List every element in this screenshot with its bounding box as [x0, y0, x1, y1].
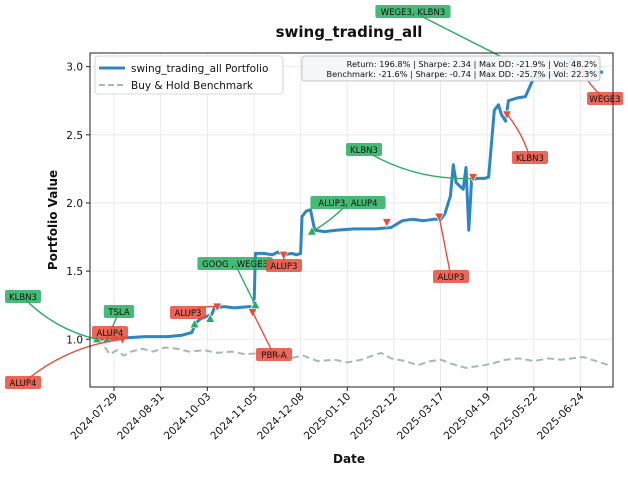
x-tick-label: 2024-12-08 — [255, 391, 307, 443]
y-tick-label: 1.5 — [66, 266, 83, 278]
annotation-label: WEGE3, KLBN3 — [381, 8, 445, 18]
x-tick-label: 2024-07-29 — [69, 391, 121, 443]
y-tick-label: 2.5 — [66, 130, 83, 142]
x-tick-label: 2025-02-12 — [348, 391, 400, 443]
annotation-label: KLBN3 — [516, 154, 544, 164]
x-tick-label: 2025-01-10 — [302, 391, 354, 443]
x-tick-label: 2025-04-19 — [442, 391, 494, 443]
y-tick-label: 3.0 — [66, 62, 83, 74]
y-tick-label: 2.0 — [66, 198, 83, 210]
x-tick-label: 2025-05-22 — [488, 391, 540, 443]
annotation-label: KLBN3 — [350, 146, 378, 156]
annotation-arrow — [23, 297, 97, 339]
x-tick-label: 2024-08-31 — [115, 391, 167, 443]
stats-line: Return: 196.8% | Sharpe: 2.34 | Max DD: … — [347, 59, 598, 69]
annotation-label: KLBN3 — [9, 293, 37, 303]
annotation-label: ALUP3 — [271, 262, 298, 272]
legend-label-portfolio: swing_trading_all Portfolio — [131, 63, 268, 75]
legend-label-benchmark: Buy & Hold Benchmark — [131, 80, 254, 92]
annotation-label: GOOG , WEGE3 — [202, 260, 268, 270]
annotation-label: ALUP3 — [438, 273, 465, 283]
legend: swing_trading_all Portfolio Buy & Hold Be… — [95, 56, 283, 94]
annotation-label: WEGE3 — [589, 95, 620, 105]
chart-title: swing_trading_all — [276, 23, 423, 41]
annotation-label: PBR-A — [261, 351, 286, 361]
annotation-label: ALUP3 — [175, 309, 202, 319]
x-tick-label: 2024-11-05 — [208, 391, 260, 443]
stats-line: Benchmark: -21.6% | Sharpe: -0.74 | Max … — [327, 69, 598, 79]
annotation-label: ALUP4 — [10, 379, 37, 389]
x-tick-label: 2025-03-17 — [395, 391, 447, 443]
annotation-label: ALUP3, ALUP4 — [318, 199, 377, 209]
x-tick-label: 2025-06-24 — [535, 390, 587, 442]
y-axis-label: Portfolio Value — [46, 170, 60, 270]
x-axis-label: Date — [333, 452, 365, 466]
stats-box: Return: 196.8% | Sharpe: 2.34 | Max DD: … — [302, 56, 600, 81]
y-tick-label: 1.0 — [66, 334, 83, 346]
annotation-label: ALUP4 — [97, 329, 124, 339]
x-tick-label: 2024-10-03 — [162, 391, 214, 443]
annotation-label: TSLA — [107, 308, 130, 318]
